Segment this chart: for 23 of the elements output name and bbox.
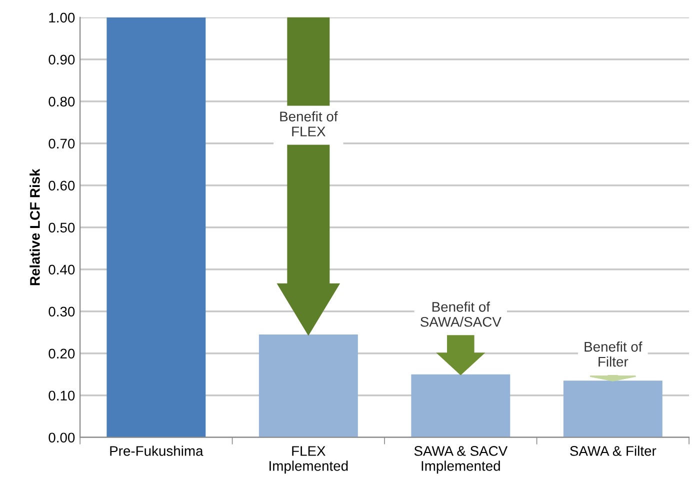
annotation: Benefit of Filter [584, 342, 642, 367]
bar [563, 380, 662, 438]
y-tick-label: 0.70 [48, 138, 75, 149]
annotation: Benefit of FLEX [280, 111, 338, 136]
y-tick-label: 0.10 [48, 390, 75, 401]
y-tick-label: 0.80 [48, 96, 75, 107]
y-tick-label: 0.40 [48, 264, 75, 275]
x-tick-label: SAWA & Filter [570, 446, 656, 456]
bar [258, 334, 358, 438]
bar [106, 17, 206, 438]
y-tick-label: 0.50 [48, 222, 75, 233]
annotation: Benefit of SAWA/SACV [420, 302, 502, 327]
y-tick-label: 0.30 [48, 306, 75, 317]
y-tick-label: 1.00 [49, 12, 75, 23]
x-tick-label: SAWA & SACV Implemented [414, 446, 508, 474]
y-tick-label: 0.60 [48, 180, 75, 191]
x-tick-label: FLEX Implemented [270, 446, 348, 474]
y-tick-label: 0.90 [48, 54, 75, 65]
bar [411, 374, 510, 438]
y-axis-title: Relative LCF Risk [30, 168, 40, 286]
y-tick-label: 0.00 [48, 432, 75, 443]
y-tick-label: 0.20 [48, 348, 75, 359]
x-tick-label: Pre-Fukushima [110, 446, 204, 456]
